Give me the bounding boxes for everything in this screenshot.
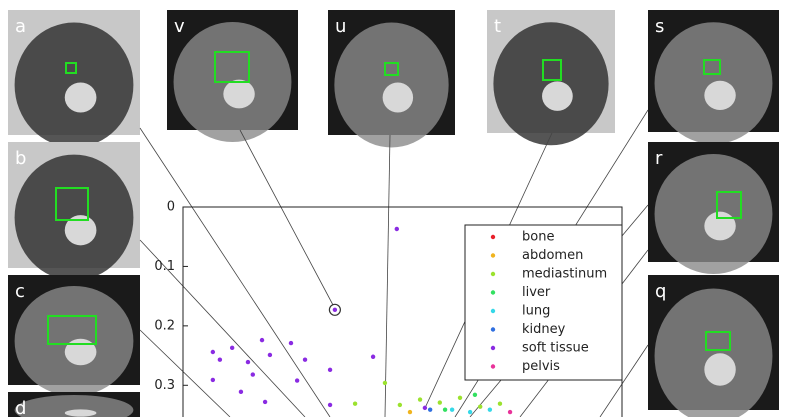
point: [422, 405, 428, 411]
point: [302, 357, 308, 362]
legend-box: [464, 224, 623, 381]
point: [382, 380, 388, 386]
thumbnails: a b c d v u t s r q: [8, 10, 779, 417]
point: [397, 402, 403, 408]
point: [427, 407, 433, 412]
point: [437, 400, 443, 405]
point: [407, 409, 413, 415]
legend-label: bone: [522, 230, 554, 245]
point: [370, 354, 376, 359]
point: [449, 407, 455, 412]
point: [210, 349, 216, 355]
lesion-box: [65, 62, 77, 74]
lesion-box: [542, 59, 562, 81]
ct-organ: [64, 409, 97, 417]
ct-organ: [64, 82, 97, 113]
legend-swatch: [490, 308, 496, 314]
panel-label: c: [15, 281, 25, 302]
lesion-box: [214, 51, 250, 83]
point: [478, 404, 483, 409]
point: [229, 345, 235, 351]
lesion-box: [47, 315, 97, 345]
ct-organ: [704, 211, 736, 241]
lesion-box: [55, 187, 89, 221]
ct-organ: [542, 81, 573, 111]
connectors: [139, 109, 649, 417]
legend-label: pelvis: [522, 359, 560, 374]
point: [507, 409, 513, 415]
legend-label: mediastinum: [522, 267, 607, 282]
ct-organ: [223, 79, 255, 109]
point: [487, 407, 493, 412]
y-tick-label: 0: [167, 200, 175, 215]
point: [262, 399, 268, 405]
plot: 0 0.1 0.2 0.3: [154, 200, 513, 415]
legend-label: lung: [522, 304, 550, 319]
legend-swatch: [490, 271, 496, 277]
panel-label: r: [655, 148, 663, 169]
point: [457, 395, 463, 400]
ct-organ: [64, 338, 97, 366]
point: [442, 407, 448, 412]
ct-organ: [64, 215, 97, 246]
highlight-ring: [328, 303, 341, 316]
panel-label: a: [15, 16, 26, 37]
lesion-box: [716, 191, 742, 219]
legend-swatch: [490, 234, 496, 240]
legend-swatch: [490, 327, 496, 332]
y-tick-label: 0.3: [154, 378, 175, 393]
panel-label: q: [655, 281, 666, 302]
y-tick-label: 0.1: [154, 259, 175, 274]
legend-label: abdomen: [522, 248, 583, 263]
legend-label: kidney: [522, 322, 566, 337]
point: [332, 307, 338, 313]
panel-label: s: [655, 16, 664, 37]
point: [238, 389, 244, 395]
point: [267, 352, 273, 358]
point: [245, 359, 251, 365]
point: [417, 397, 423, 402]
legend-swatch: [490, 253, 496, 258]
point: [352, 401, 358, 406]
ct-organ: [704, 353, 736, 386]
point: [327, 367, 333, 373]
legend-swatch: [490, 345, 496, 351]
lesion-box: [705, 331, 731, 351]
legend-swatch: [490, 364, 496, 369]
panel-label: t: [494, 16, 501, 37]
lesion-box: [384, 62, 399, 76]
point: [327, 402, 333, 408]
panel-label: u: [335, 16, 346, 37]
legend-swatch: [490, 290, 496, 295]
ct-organ: [382, 82, 414, 113]
point: [472, 392, 478, 397]
point: [394, 226, 399, 232]
point: [250, 372, 256, 377]
legend-label: liver: [522, 285, 551, 300]
legend-label: soft tissue: [522, 341, 589, 356]
point: [294, 378, 300, 383]
point: [259, 337, 265, 343]
point: [467, 409, 473, 415]
panel-label: b: [15, 148, 26, 169]
y-tick-label: 0.2: [154, 318, 175, 333]
point: [210, 377, 216, 383]
ct-organ: [704, 80, 736, 111]
point: [217, 357, 223, 362]
point: [497, 401, 503, 406]
panel-label: d: [15, 398, 26, 417]
point: [288, 340, 294, 346]
panel-label: v: [174, 16, 185, 37]
legend: bone abdomen mediastinum liver lung kidney sof…: [464, 224, 623, 381]
ct-body: [14, 395, 134, 417]
ct-body: [654, 288, 773, 417]
lesion-box: [703, 59, 721, 75]
